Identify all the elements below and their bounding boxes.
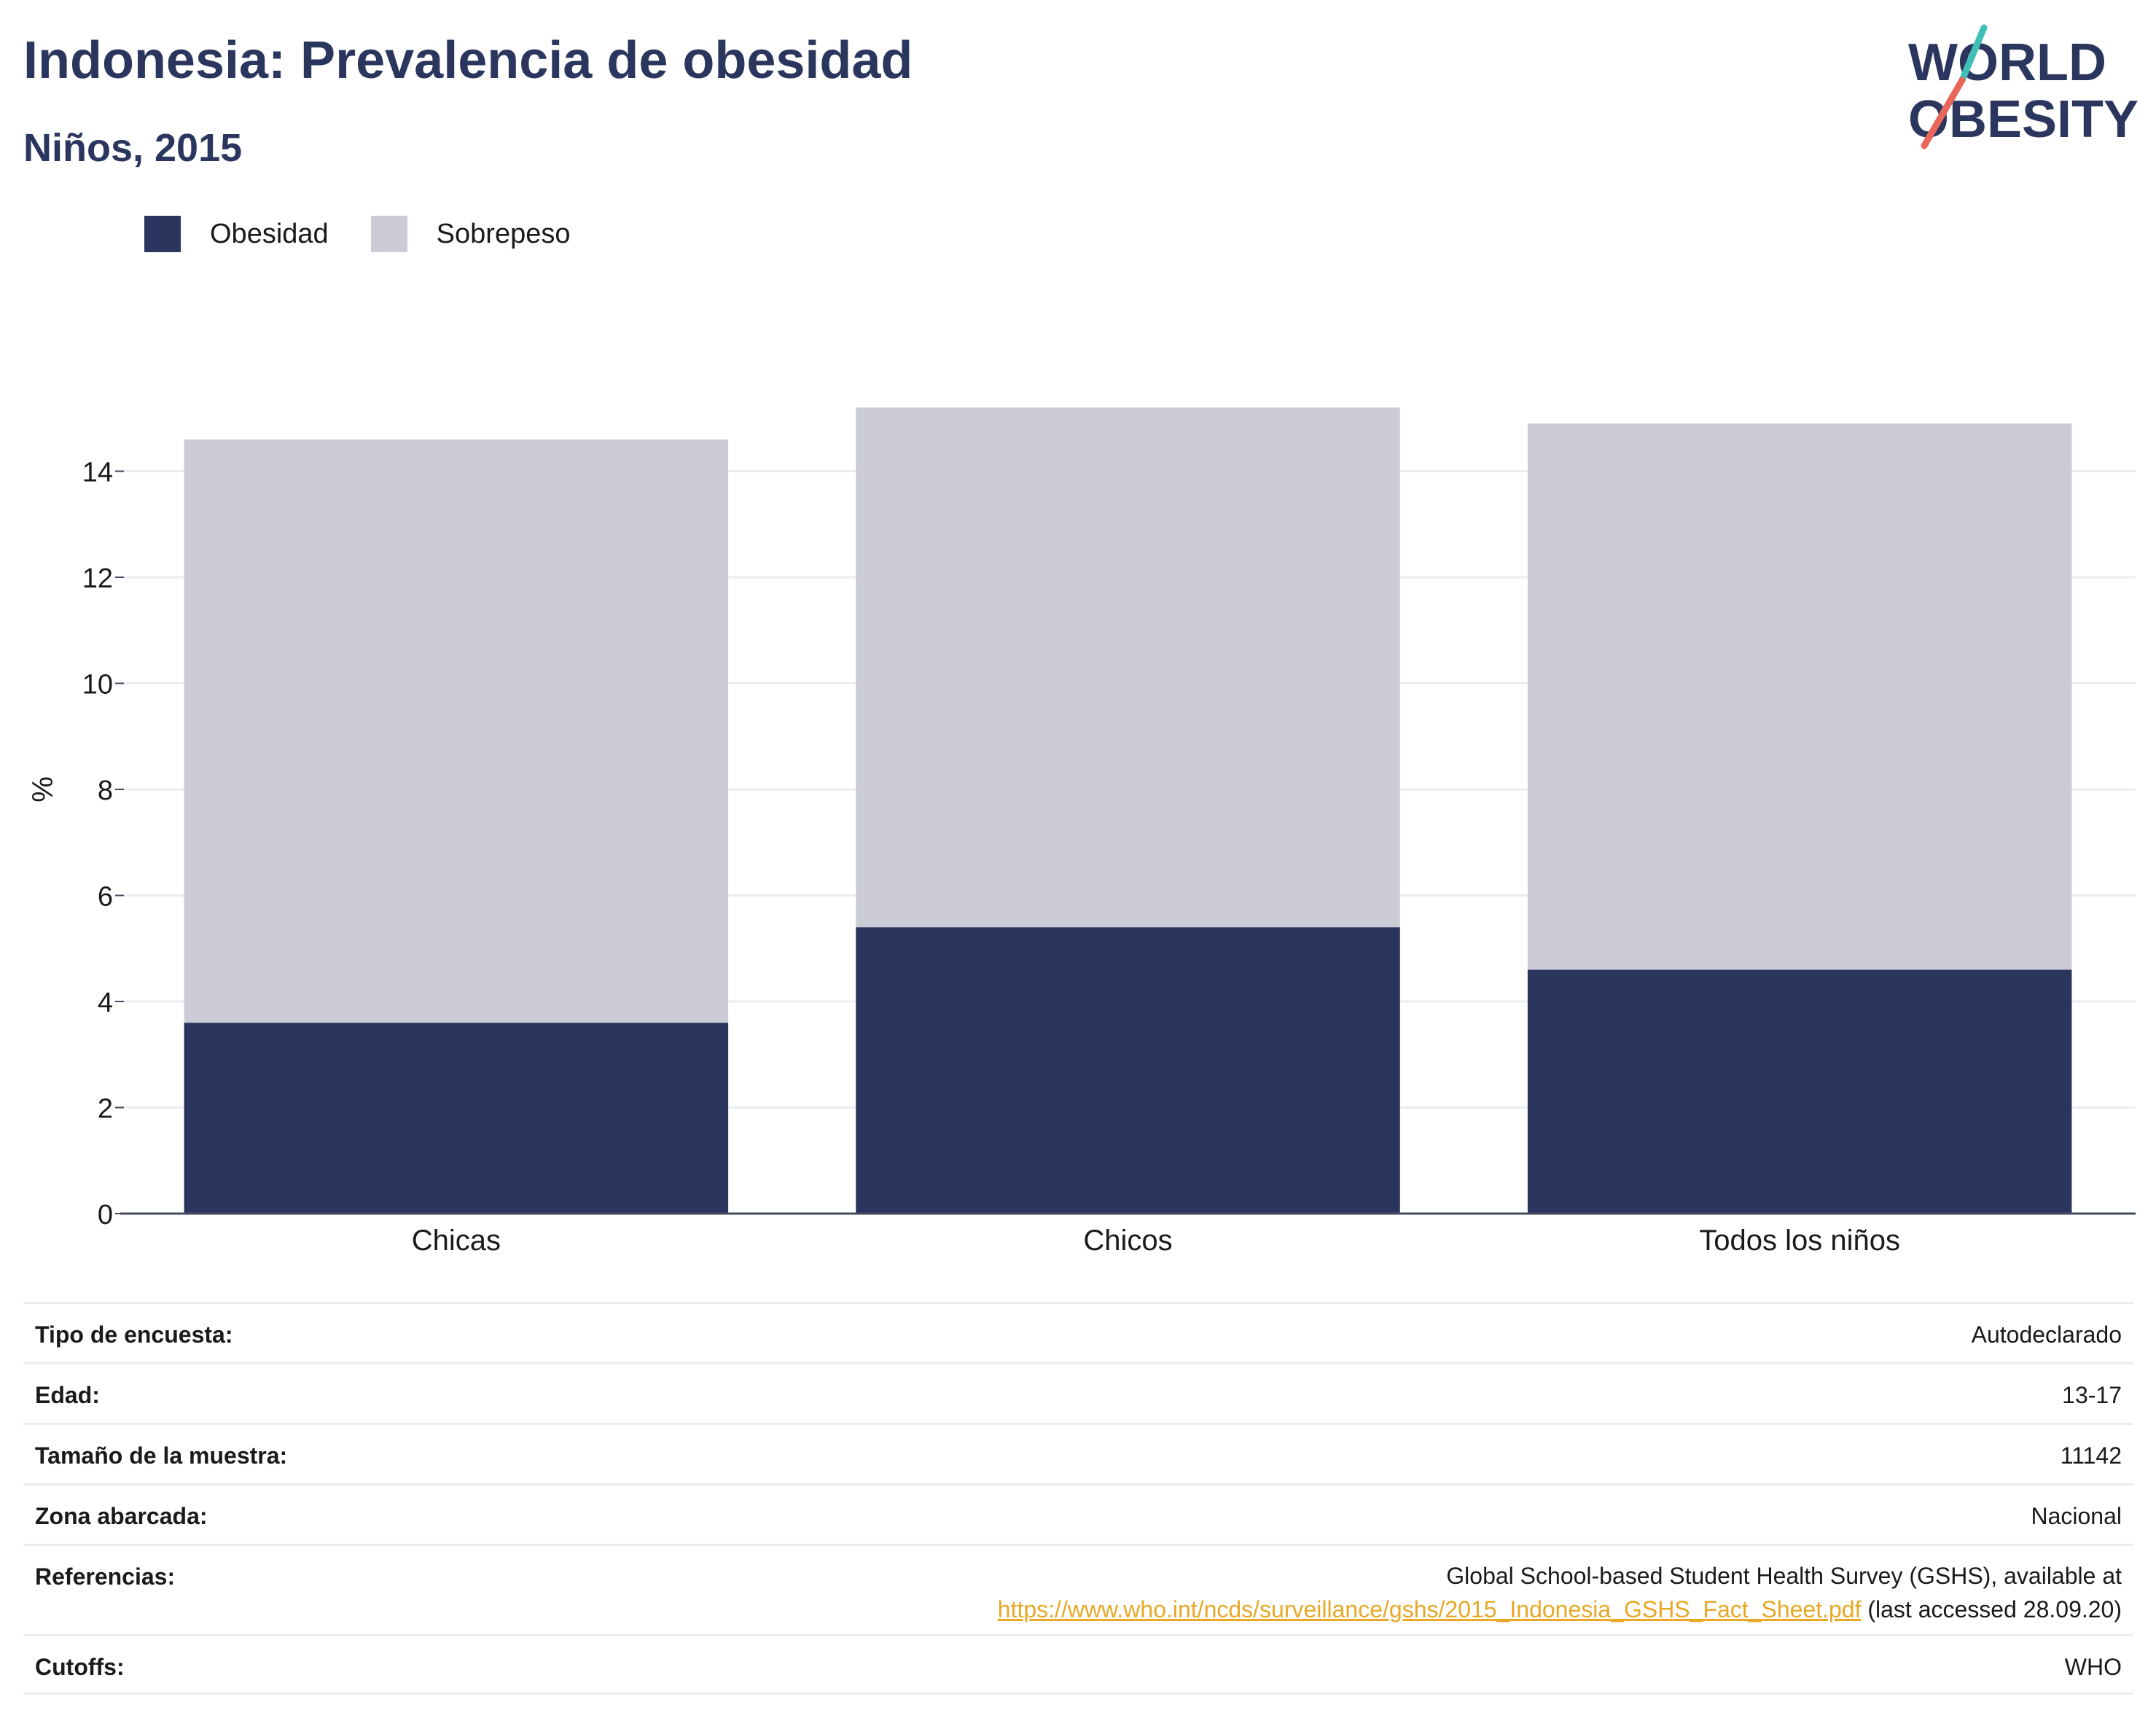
info-row-area: Zona abarcada: Nacional (23, 1483, 2133, 1544)
y-tick-label: 8 (98, 776, 113, 806)
bar-sobrepeso-1[interactable] (184, 439, 729, 1023)
world-obesity-logo: WORLD OBESITY (1908, 24, 2139, 149)
x-axis-ticks: Chicas Chicos Todos los niños (412, 1225, 1900, 1257)
info-value: 13-17 (2062, 1382, 2122, 1408)
bar-obesidad-1[interactable] (184, 1023, 729, 1214)
bar-obesidad-3[interactable] (1527, 969, 2072, 1214)
info-label: Cutoffs: (35, 1654, 125, 1680)
info-row-age: Edad: 13-17 (23, 1362, 2133, 1423)
info-value: WHO (2064, 1654, 2122, 1680)
legend-swatch-obesity (144, 216, 181, 252)
info-value: Nacional (2031, 1503, 2122, 1529)
bar-sobrepeso-2[interactable] (856, 407, 1400, 928)
bar-obesidad-2[interactable] (856, 927, 1400, 1214)
logo-line1: WORLD (1908, 34, 2106, 92)
legend-item-obesity[interactable]: Obesidad (144, 216, 329, 252)
info-row-sample-size: Tamaño de la muestra: 11142 (23, 1423, 2133, 1483)
references-suffix: (last accessed 28.09.20) (1861, 1596, 2122, 1622)
y-tick-label: 0 (98, 1200, 113, 1230)
info-label: Tamaño de la muestra: (35, 1442, 288, 1469)
y-tick-label: 10 (82, 670, 113, 700)
info-label: Zona abarcada: (35, 1503, 208, 1529)
y-axis-label: % (27, 776, 59, 802)
info-row-cutoffs: Cutoffs: WHO (23, 1634, 2133, 1695)
x-tick-label: Chicas (412, 1225, 501, 1257)
y-tick-label: 2 (98, 1094, 113, 1125)
legend-label-overweight: Sobrepeso (436, 218, 571, 249)
info-label: Referencias: (35, 1563, 176, 1590)
info-row-references: Referencias: Global School-based Student… (23, 1544, 2133, 1634)
references-value: Global School-based Student Health Surve… (998, 1559, 2122, 1626)
references-link[interactable]: https://www.who.int/ncds/surveillance/gs… (997, 1596, 1862, 1622)
x-tick-label: Todos los niños (1699, 1225, 1900, 1257)
chart-subtitle: Niños, 2015 (23, 126, 243, 170)
legend-label-obesity: Obesidad (210, 218, 329, 249)
legend-swatch-overweight (370, 216, 407, 252)
references-text: Global School-based Student Health Surve… (1446, 1563, 2122, 1589)
y-axis-ticks: 0 2 4 6 8 10 12 14 (82, 458, 124, 1230)
bar-sobrepeso-3[interactable] (1527, 423, 2072, 970)
logo-line2: OBESITY (1908, 90, 2139, 149)
x-tick-label: Chicos (1083, 1225, 1172, 1257)
y-tick-label: 6 (98, 882, 113, 913)
y-tick-label: 12 (82, 563, 113, 594)
bars (184, 407, 2072, 1214)
chart-title: Indonesia: Prevalencia de obesidad (23, 31, 913, 90)
survey-info-table: Tipo de encuesta: Autodeclarado Edad: 13… (23, 1302, 2133, 1695)
info-label: Tipo de encuesta: (35, 1321, 233, 1348)
legend-item-overweight[interactable]: Sobrepeso (370, 216, 571, 252)
y-tick-label: 14 (82, 458, 113, 488)
info-value: Autodeclarado (1971, 1321, 2122, 1348)
info-value: 11142 (2060, 1442, 2122, 1469)
legend: Obesidad Sobrepeso (144, 216, 612, 252)
info-row-survey-type: Tipo de encuesta: Autodeclarado (23, 1302, 2133, 1362)
y-tick-label: 4 (98, 988, 113, 1018)
info-label: Edad: (35, 1382, 100, 1408)
